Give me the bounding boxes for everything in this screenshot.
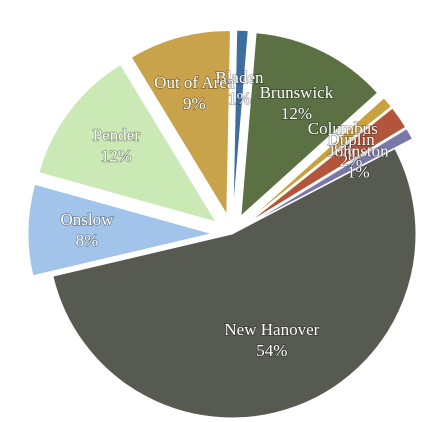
slice-label: New Hanover (224, 320, 319, 339)
pie-slice (130, 30, 231, 217)
slice-label: Onslow (60, 210, 114, 229)
slice-value-label: 1% (347, 163, 370, 182)
slice-label: Johnston (328, 142, 389, 161)
pie-slice (27, 183, 213, 277)
pie-slice (52, 147, 417, 419)
slice-value-label: 8% (76, 231, 99, 250)
pie-slice (240, 32, 379, 218)
slice-label: Brunswick (260, 83, 334, 102)
pie-slice (232, 29, 249, 215)
slice-label: Pender (93, 125, 141, 144)
slice-value-label: 2% (340, 151, 363, 170)
slice-value-label: 9% (183, 94, 206, 113)
slice-value-label: 12% (101, 146, 132, 165)
pie-slice (248, 107, 407, 223)
slice-label: Duplin (327, 130, 375, 149)
slice-value-label: 54% (256, 341, 287, 360)
pie-slice (249, 128, 414, 225)
slice-value-label: 1% (331, 140, 354, 159)
slice-label: Bladen (215, 68, 264, 87)
slice-value-label: 12% (281, 104, 312, 123)
slice-label: Columbus (308, 119, 378, 138)
slice-label: Out of Area (154, 73, 235, 92)
pie-slice (38, 63, 218, 223)
pie-slice (246, 97, 393, 222)
slice-value-label: 1% (228, 89, 251, 108)
